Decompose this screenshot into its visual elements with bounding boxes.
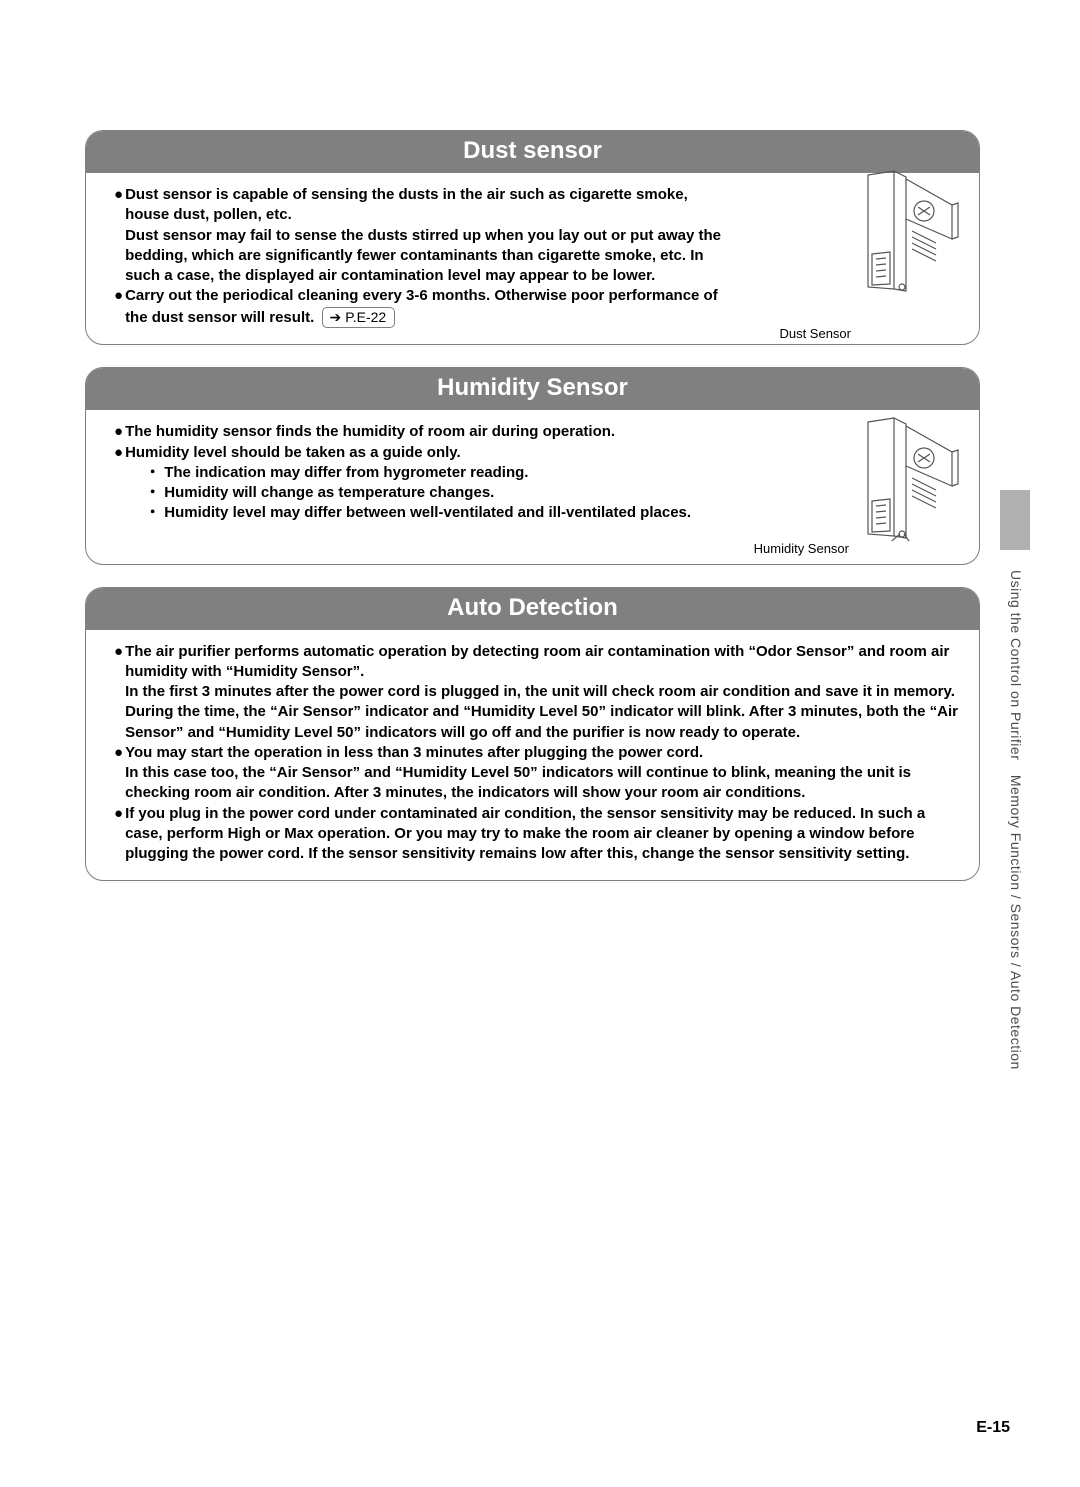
bullet-item: ● The air purifier performs automatic op…	[114, 642, 961, 743]
bullet-item: ● You may start the operation in less th…	[114, 743, 961, 804]
diagram-label: Dust Sensor	[779, 325, 851, 343]
side-section-label: Using the Control on Purifier Memory Fun…	[1008, 570, 1024, 1070]
bullet-bold: Carry out the periodical cleaning every …	[125, 287, 718, 325]
bullet-plain: In this case too, the “Air Sensor” and “…	[125, 764, 911, 801]
bullet-icon: ●	[114, 185, 123, 205]
bullet-icon: ●	[114, 743, 123, 763]
bullet-text: Carry out the periodical cleaning every …	[125, 286, 725, 328]
sub-item: ・ The indication may differ from hygrome…	[125, 463, 961, 483]
section-body: ● The air purifier performs automatic op…	[86, 630, 979, 881]
sub-item: ・ Humidity level may differ between well…	[125, 503, 961, 523]
bullet-text: If you plug in the power cord under cont…	[125, 804, 961, 865]
humidity-sensor-diagram	[856, 416, 961, 541]
section-body: ● The humidity sensor finds the humidity…	[86, 410, 979, 563]
bullet-plain: In the first 3 minutes after the power c…	[125, 683, 958, 741]
bullet-text: The air purifier performs automatic oper…	[125, 642, 961, 743]
bullet-icon: ●	[114, 804, 123, 824]
sub-item: ・ Humidity will change as temperature ch…	[125, 483, 961, 503]
diagram-label: Humidity Sensor	[754, 540, 849, 558]
arrow-right-icon: ➔	[329, 310, 341, 324]
manual-page: Dust sensor ● Dust sensor is capable of …	[0, 0, 1080, 1487]
section-title: Humidity Sensor	[86, 368, 979, 410]
bullet-bold: The air purifier performs automatic oper…	[125, 643, 949, 680]
section-auto-detection: Auto Detection ● The air purifier perfor…	[85, 587, 980, 882]
bullet-bold: Humidity level should be taken as a guid…	[125, 444, 461, 461]
bullet-icon: ●	[114, 443, 123, 463]
bullet-item: ● The humidity sensor finds the humidity…	[114, 422, 961, 442]
bullet-bold: Dust sensor is capable of sensing the du…	[125, 186, 688, 223]
bullet-item: ● Carry out the periodical cleaning ever…	[114, 286, 961, 328]
section-dust-sensor: Dust sensor ● Dust sensor is capable of …	[85, 130, 980, 345]
bullet-item: ● Humidity level should be taken as a gu…	[114, 443, 961, 524]
bullet-item: ● If you plug in the power cord under co…	[114, 804, 961, 865]
bullet-text: You may start the operation in less than…	[125, 743, 961, 804]
bullet-text: Dust sensor is capable of sensing the du…	[125, 185, 725, 286]
bullet-text: The humidity sensor finds the humidity o…	[125, 422, 961, 442]
side-tab	[1000, 490, 1030, 550]
page-reference: ➔ P.E-22	[322, 307, 395, 329]
section-humidity-sensor: Humidity Sensor ● The humidity sensor fi…	[85, 367, 980, 564]
bullet-item: ● Dust sensor is capable of sensing the …	[114, 185, 961, 286]
bullet-text: Humidity level should be taken as a guid…	[125, 443, 961, 524]
section-title: Auto Detection	[86, 588, 979, 630]
bullet-icon: ●	[114, 422, 123, 442]
bullet-bold: You may start the operation in less than…	[125, 744, 703, 761]
page-number: E-15	[976, 1419, 1010, 1437]
section-title: Dust sensor	[86, 131, 979, 173]
bullet-plain: Dust sensor may fail to sense the dusts …	[125, 227, 721, 285]
bullet-icon: ●	[114, 642, 123, 662]
dust-sensor-diagram	[856, 169, 961, 294]
ref-text: P.E-22	[345, 308, 386, 327]
bullet-icon: ●	[114, 286, 123, 306]
section-body: ● Dust sensor is capable of sensing the …	[86, 173, 979, 344]
